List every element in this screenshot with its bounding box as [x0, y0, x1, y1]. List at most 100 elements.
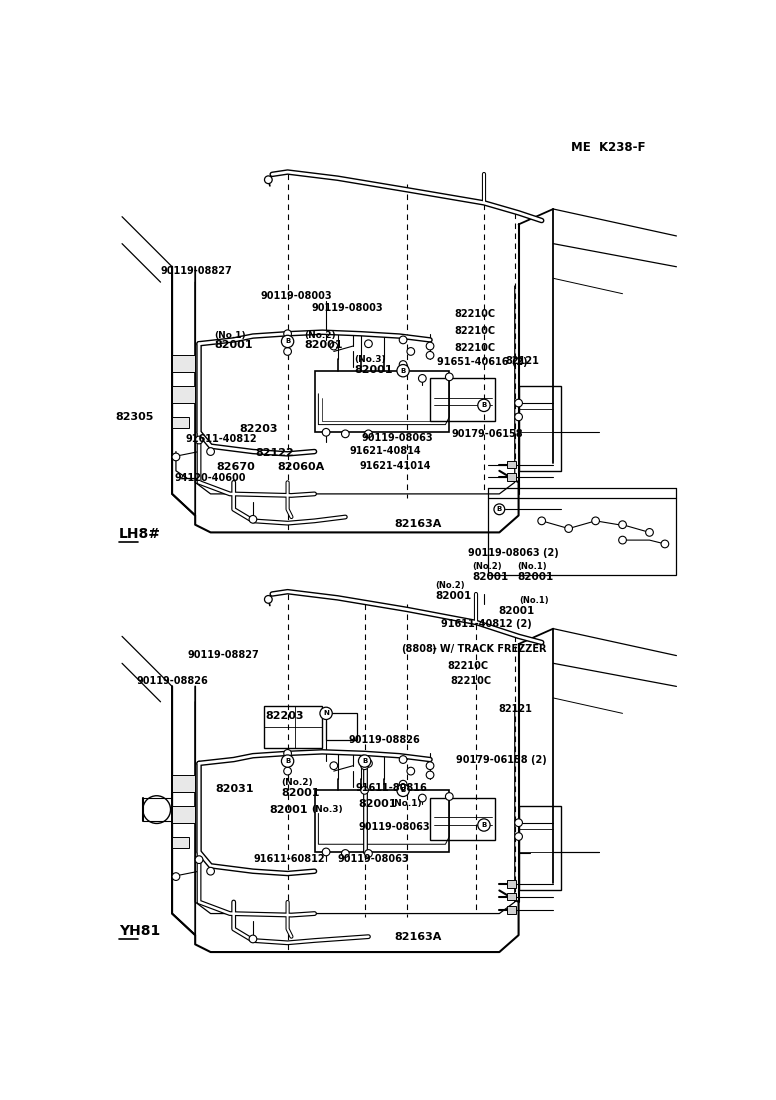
Circle shape: [249, 516, 257, 524]
Circle shape: [478, 399, 490, 411]
Text: ME  K238-F: ME K238-F: [571, 141, 646, 154]
Text: 91621-41014: 91621-41014: [359, 461, 431, 471]
Circle shape: [514, 412, 522, 420]
Text: 90119-08063 (2): 90119-08063 (2): [468, 548, 559, 558]
Circle shape: [426, 771, 434, 779]
Text: N: N: [323, 711, 329, 716]
Text: 94120-40600: 94120-40600: [175, 473, 246, 483]
Circle shape: [284, 768, 292, 774]
Text: 82210C: 82210C: [455, 343, 496, 353]
Text: (No.3): (No.3): [355, 355, 386, 364]
Text: 82001: 82001: [473, 572, 508, 582]
Circle shape: [172, 872, 180, 880]
Circle shape: [365, 759, 372, 768]
Circle shape: [397, 784, 409, 796]
Bar: [172, 836, 189, 848]
Text: 90119-08826: 90119-08826: [348, 735, 421, 745]
Text: 91611-80816: 91611-80816: [356, 783, 428, 793]
Bar: [172, 386, 196, 403]
Text: (No.2): (No.2): [281, 778, 313, 786]
Bar: [172, 355, 196, 372]
Bar: [265, 706, 322, 748]
Bar: [172, 805, 196, 823]
Circle shape: [206, 448, 214, 455]
Circle shape: [399, 756, 407, 763]
Circle shape: [330, 762, 338, 770]
Text: (No.2): (No.2): [435, 582, 465, 591]
Circle shape: [206, 867, 214, 876]
Circle shape: [514, 399, 522, 407]
Text: B: B: [400, 367, 406, 374]
Circle shape: [322, 428, 330, 437]
Text: 82001: 82001: [281, 788, 320, 798]
Circle shape: [359, 755, 371, 768]
Circle shape: [172, 453, 180, 461]
Bar: [507, 473, 516, 481]
Text: 82163A: 82163A: [395, 932, 442, 942]
Circle shape: [426, 351, 434, 360]
Text: 82203: 82203: [265, 712, 303, 722]
Text: 90119-08826: 90119-08826: [137, 675, 208, 686]
Text: 90179-06158 (2): 90179-06158 (2): [456, 756, 547, 766]
Circle shape: [282, 755, 294, 768]
Circle shape: [478, 818, 490, 832]
Bar: [430, 378, 496, 420]
Bar: [172, 774, 196, 792]
Circle shape: [330, 342, 338, 350]
Text: B: B: [362, 758, 367, 764]
Text: 82001: 82001: [517, 572, 553, 582]
Text: 82031: 82031: [216, 784, 254, 794]
Circle shape: [399, 780, 407, 788]
Circle shape: [514, 818, 522, 826]
Circle shape: [284, 749, 292, 757]
Text: 82122: 82122: [255, 448, 293, 458]
Text: LH8#: LH8#: [119, 527, 161, 541]
Text: B: B: [497, 506, 502, 513]
Circle shape: [361, 762, 369, 770]
Circle shape: [341, 430, 349, 438]
Circle shape: [320, 707, 332, 719]
Bar: [518, 386, 561, 471]
Text: B: B: [481, 822, 487, 828]
Circle shape: [418, 374, 426, 383]
Circle shape: [661, 540, 669, 548]
Text: (8808-: (8808-: [400, 644, 437, 653]
Circle shape: [365, 430, 372, 438]
Bar: [507, 906, 516, 913]
Text: (No.2): (No.2): [473, 562, 502, 571]
Text: 90119-08063: 90119-08063: [338, 854, 410, 864]
Circle shape: [494, 504, 504, 515]
Text: 91621-40814: 91621-40814: [350, 447, 421, 456]
Text: 82210C: 82210C: [455, 326, 496, 336]
Text: (No.1): (No.1): [519, 596, 549, 605]
Text: ) W/ TRACK FREZZER: ) W/ TRACK FREZZER: [431, 644, 546, 653]
Bar: [314, 371, 449, 432]
Text: B: B: [285, 758, 290, 764]
Text: 82121: 82121: [505, 355, 539, 365]
Text: 82203: 82203: [239, 425, 278, 435]
Text: (No.1): (No.1): [390, 800, 422, 808]
Circle shape: [265, 595, 272, 603]
Circle shape: [418, 794, 426, 802]
Circle shape: [249, 935, 257, 943]
Text: 82001: 82001: [355, 365, 393, 375]
Text: 90119-08003: 90119-08003: [260, 292, 332, 301]
Circle shape: [397, 364, 409, 377]
Text: 82305: 82305: [116, 412, 154, 422]
Text: 82670: 82670: [216, 462, 255, 472]
Circle shape: [538, 517, 546, 525]
Bar: [507, 880, 516, 888]
Circle shape: [407, 348, 414, 355]
Circle shape: [514, 833, 522, 840]
Circle shape: [565, 525, 573, 532]
Text: 82001: 82001: [214, 340, 253, 351]
Circle shape: [426, 342, 434, 350]
Text: 91611-40812: 91611-40812: [185, 434, 257, 444]
Text: 82001: 82001: [269, 804, 308, 815]
Text: B: B: [481, 403, 487, 408]
Text: 82001: 82001: [359, 799, 397, 808]
Circle shape: [341, 849, 349, 857]
Circle shape: [361, 786, 369, 794]
Circle shape: [265, 176, 272, 184]
Text: 90179-06158: 90179-06158: [452, 429, 523, 439]
